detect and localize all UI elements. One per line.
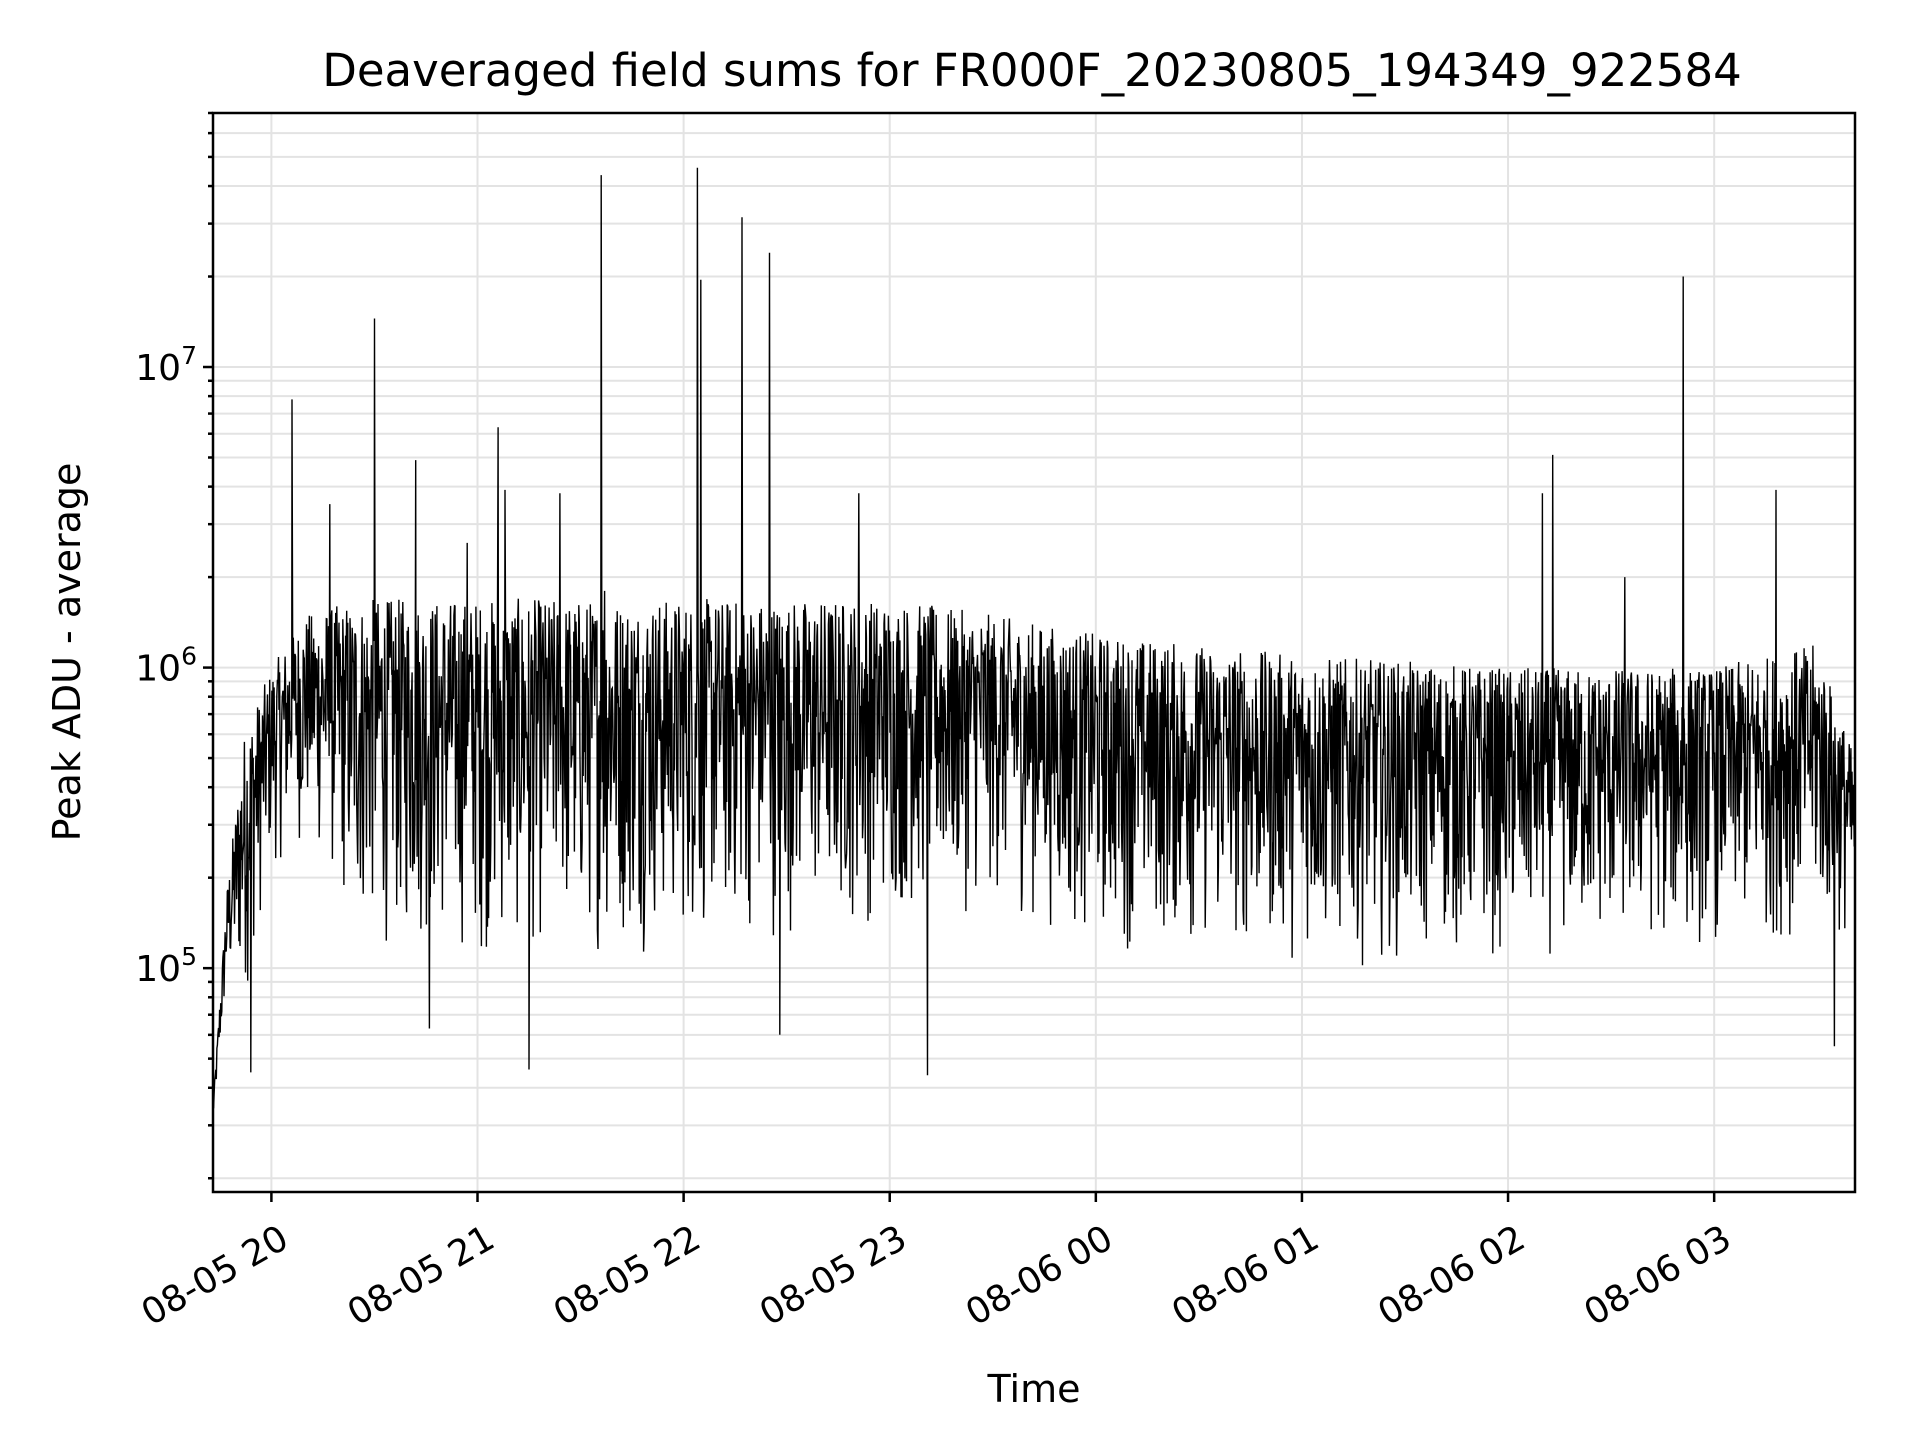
y-axis-label: Peak ADU - average [45, 463, 89, 842]
y-tick-label: 106 [135, 642, 197, 690]
series-line [213, 167, 1855, 1110]
y-tick-label: 107 [135, 341, 197, 389]
plot-frame [211, 111, 1857, 1194]
x-axis-label: Time [987, 1367, 1081, 1411]
chart-title: Deaveraged field sums for FR000F_2023080… [322, 44, 1742, 97]
series-layer [213, 167, 1855, 1110]
y-tick-label: 105 [135, 942, 197, 990]
